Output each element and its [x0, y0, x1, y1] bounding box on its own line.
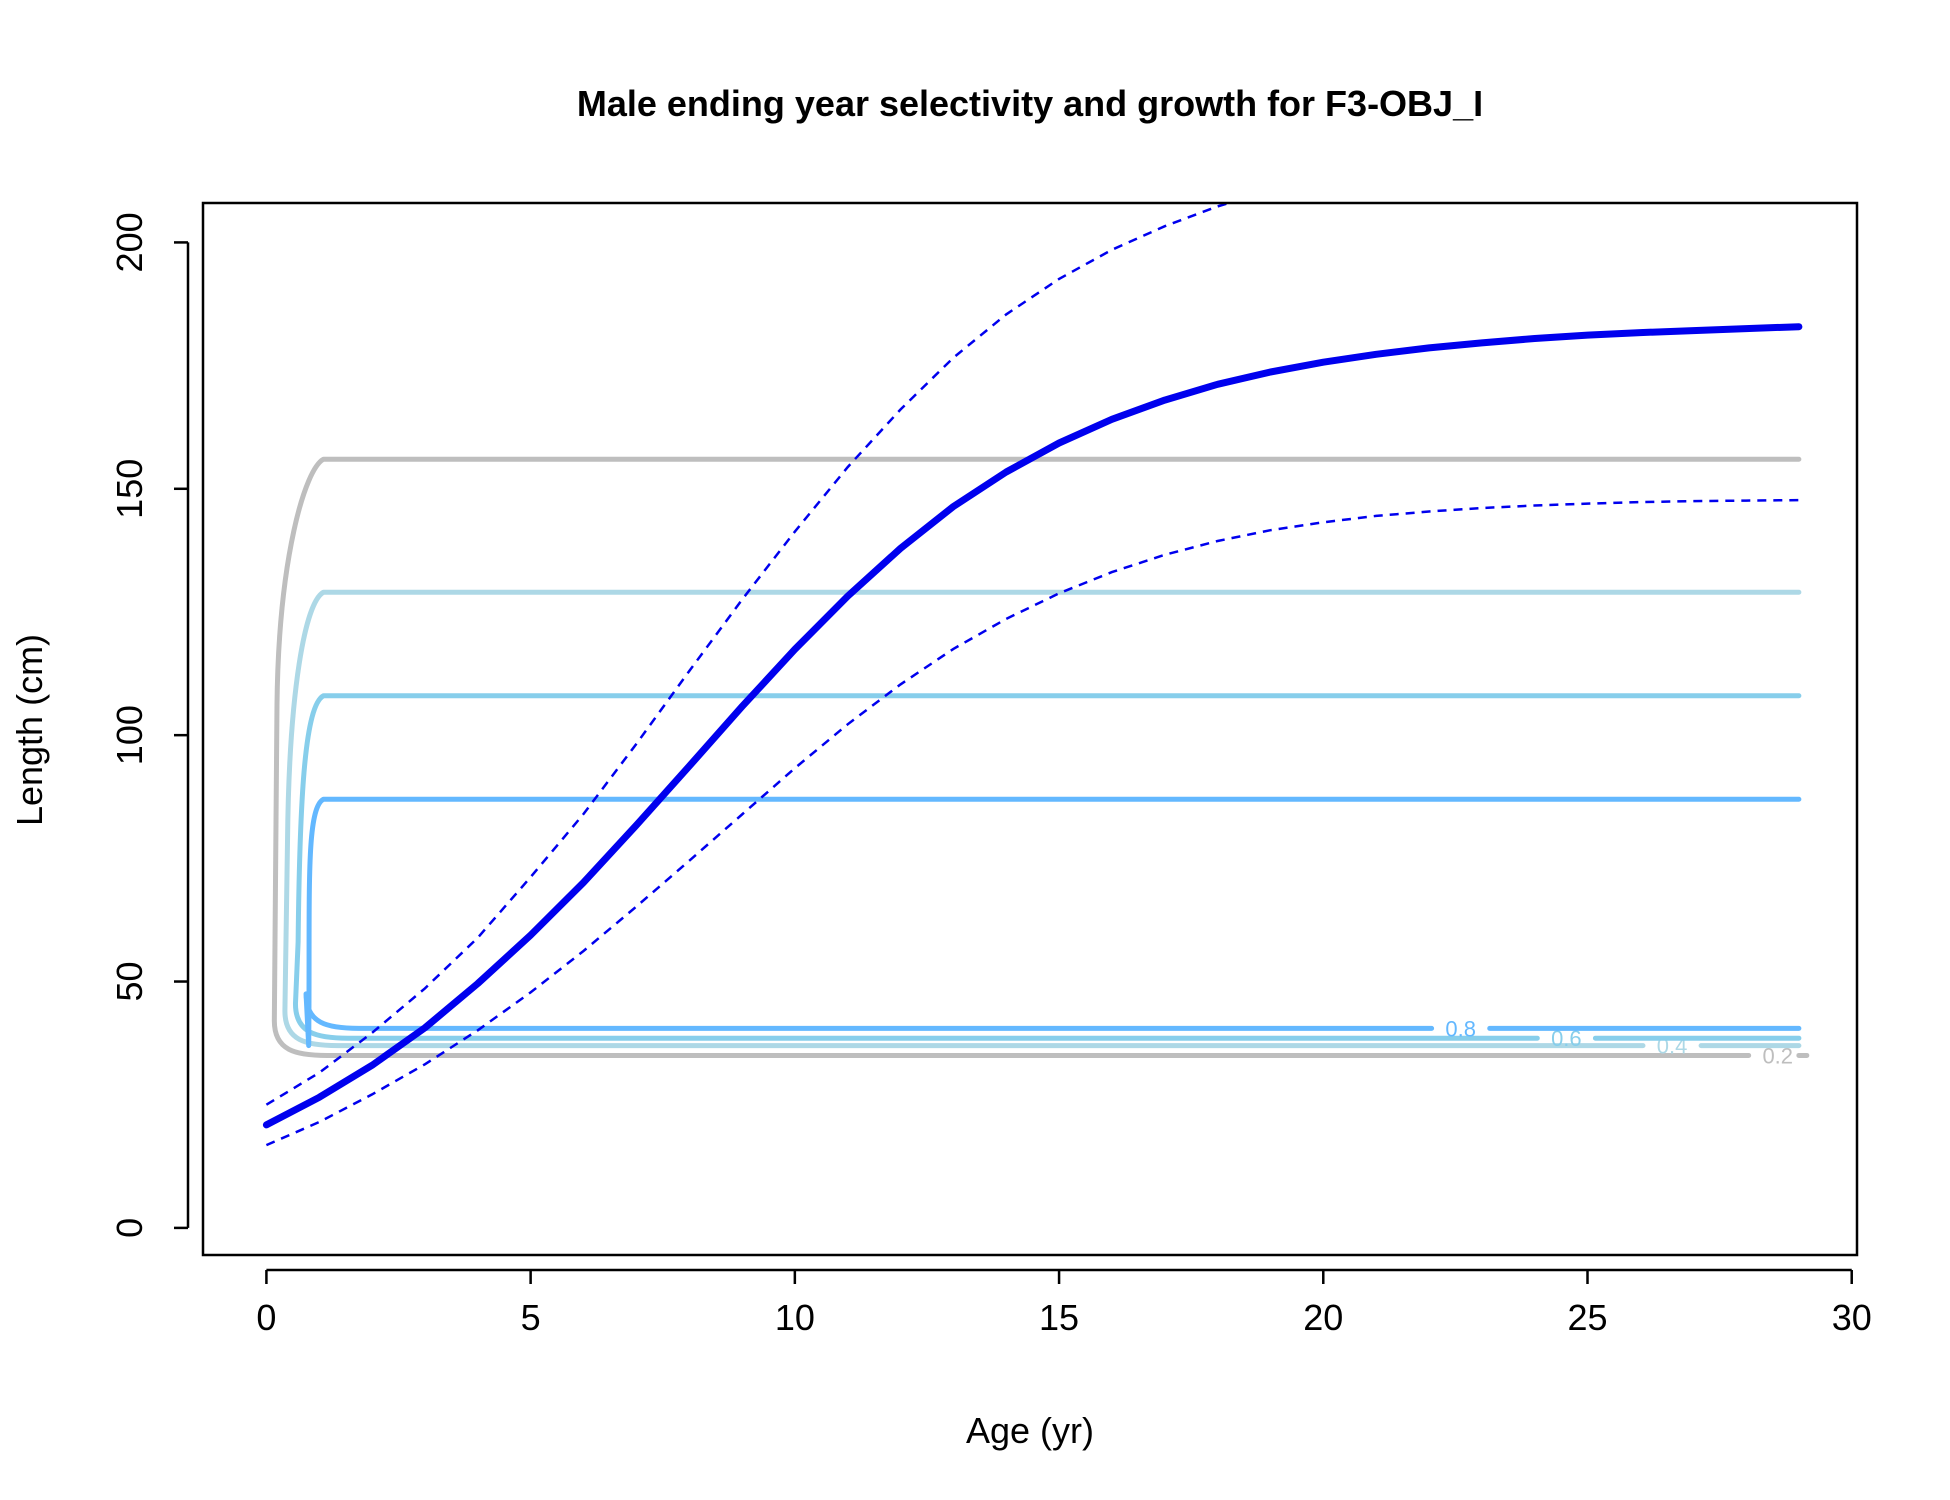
y-tick-label: 100 — [109, 705, 150, 765]
y-axis: 0 50 100 150 200 — [109, 212, 190, 1238]
growth-upper-interval-line — [265, 203, 1234, 1106]
contour-line-0-6 — [292, 693, 1802, 1041]
x-tick-label: 5 — [521, 1297, 541, 1338]
x-tick-label: 20 — [1303, 1297, 1343, 1338]
chart-title: Male ending year selectivity and growth … — [577, 83, 1483, 124]
y-tick-label: 50 — [109, 962, 150, 1002]
x-tick-label: 0 — [256, 1297, 276, 1338]
x-tick-label: 15 — [1039, 1297, 1079, 1338]
growth-mean-line — [262, 323, 1803, 1129]
plot-box — [201, 201, 1859, 1257]
y-tick-label: 0 — [109, 1218, 150, 1238]
y-tick-label: 150 — [109, 459, 150, 519]
x-tick-label: 30 — [1832, 1297, 1872, 1338]
contour-line-0-8 — [303, 796, 1802, 1049]
x-tick-label: 10 — [775, 1297, 815, 1338]
contour-line-0-2 — [271, 456, 1802, 1058]
x-axis: 0 5 10 15 20 25 30 — [256, 1268, 1872, 1338]
y-axis-label: Length (cm) — [9, 634, 50, 826]
x-axis-label: Age (yr) — [966, 1410, 1094, 1451]
growth-curves — [262, 203, 1803, 1147]
growth-lower-interval-line — [265, 498, 1799, 1147]
x-tick-label: 25 — [1567, 1297, 1607, 1338]
contour-label-0-8: 0.8 — [1445, 1016, 1476, 1041]
selectivity-contours: 0.20.40.60.8 — [271, 456, 1810, 1068]
y-tick-label: 200 — [109, 212, 150, 272]
